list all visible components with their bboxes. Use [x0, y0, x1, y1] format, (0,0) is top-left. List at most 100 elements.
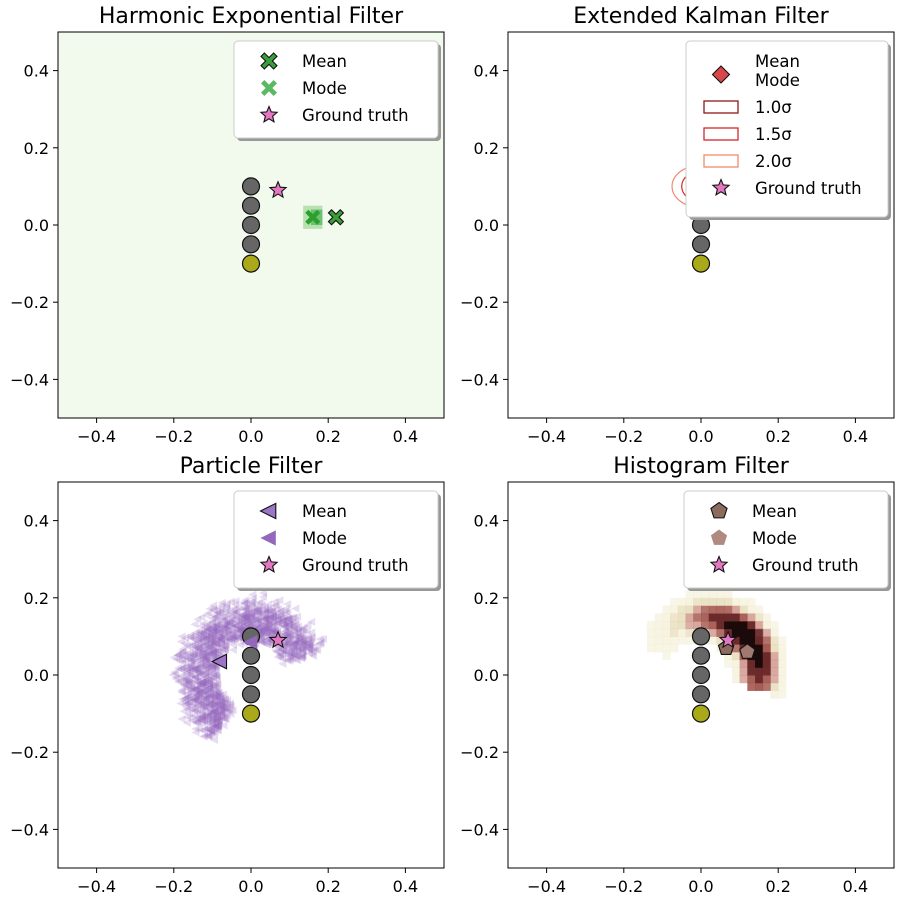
- particle: [197, 679, 206, 688]
- particle: [229, 604, 238, 613]
- particle: [216, 634, 225, 643]
- particle: [213, 620, 222, 629]
- particle: [272, 620, 281, 629]
- histogram-cell: [677, 620, 687, 630]
- particle: [274, 605, 283, 614]
- particle: [173, 664, 183, 673]
- particle: [201, 639, 210, 649]
- particle: [253, 624, 262, 633]
- particle: [273, 648, 282, 657]
- particle: [219, 624, 228, 633]
- particle: [210, 721, 220, 730]
- particle: [193, 650, 202, 659]
- particle: [297, 644, 306, 653]
- particle: [201, 668, 210, 677]
- particle: [202, 664, 211, 673]
- histogram-cell: [731, 597, 741, 607]
- particle: [285, 644, 294, 653]
- particle: [297, 636, 306, 645]
- particle: [216, 635, 225, 644]
- particle: [211, 670, 220, 679]
- particle: [215, 708, 224, 717]
- particle: [227, 635, 236, 644]
- particle: [285, 613, 294, 623]
- particle: [184, 682, 193, 691]
- particle: [275, 652, 284, 662]
- particle: [177, 651, 186, 660]
- particle: [222, 705, 231, 714]
- histogram-cell: [685, 605, 694, 614]
- particle: [221, 633, 230, 643]
- y-tick-label: −0.4: [460, 370, 499, 389]
- particle: [194, 679, 203, 689]
- particle: [183, 666, 192, 675]
- histogram-cell: [747, 636, 756, 645]
- particle: [250, 606, 259, 615]
- particle: [291, 633, 300, 642]
- particle: [169, 653, 178, 662]
- particle: [214, 699, 223, 708]
- particle: [214, 704, 223, 713]
- particle: [220, 627, 229, 636]
- particle: [214, 634, 223, 643]
- histogram-cell: [755, 613, 764, 622]
- particle: [202, 655, 211, 665]
- particle: [214, 632, 223, 641]
- x-tick-label: 0.0: [688, 427, 713, 446]
- particle: [261, 613, 270, 622]
- particle: [231, 597, 240, 606]
- particle: [224, 625, 233, 634]
- particle: [234, 626, 243, 636]
- particle: [282, 631, 291, 640]
- particle: [247, 599, 256, 608]
- particle: [203, 689, 212, 698]
- particle: [183, 664, 192, 673]
- particle: [214, 720, 223, 729]
- particle: [211, 647, 220, 657]
- particle: [191, 665, 200, 674]
- particle: [260, 626, 269, 636]
- particle: [220, 633, 229, 642]
- legend-marker: [703, 127, 739, 141]
- particle: [178, 695, 187, 704]
- particle: [284, 651, 293, 661]
- particle: [210, 688, 220, 697]
- particle: [191, 689, 200, 699]
- particle: [206, 683, 215, 693]
- particle: [207, 633, 216, 642]
- particle: [220, 705, 229, 714]
- histogram-cell: [693, 613, 702, 622]
- histogram-cell: [701, 613, 710, 622]
- particle: [191, 628, 200, 637]
- particle: [210, 644, 219, 654]
- histogram-cell: [778, 659, 787, 668]
- landmark: [691, 235, 711, 254]
- chart-title: Harmonic Exponential Filter: [99, 4, 404, 29]
- x-tick-label: 0.2: [315, 877, 340, 896]
- particle: [216, 702, 226, 711]
- particle: [203, 659, 212, 668]
- particle: [192, 661, 201, 670]
- particle: [205, 632, 214, 641]
- particle: [185, 676, 194, 685]
- particle: [262, 625, 271, 634]
- particle: [181, 662, 190, 671]
- histogram-cell: [755, 651, 764, 661]
- particle: [208, 605, 217, 614]
- particle: [254, 616, 263, 625]
- particle: [261, 629, 270, 638]
- particle: [294, 638, 303, 647]
- x-tick-label: 0.2: [315, 427, 340, 446]
- particle: [210, 670, 219, 679]
- particle: [210, 728, 219, 737]
- particle: [185, 664, 194, 673]
- particle: [208, 720, 217, 729]
- mode-marker: [739, 643, 756, 659]
- histogram-cell: [716, 605, 725, 614]
- particle: [230, 622, 239, 631]
- particle: [245, 618, 254, 627]
- particle: [241, 598, 250, 607]
- particle: [234, 613, 243, 622]
- particle: [192, 691, 201, 700]
- particle: [203, 712, 212, 721]
